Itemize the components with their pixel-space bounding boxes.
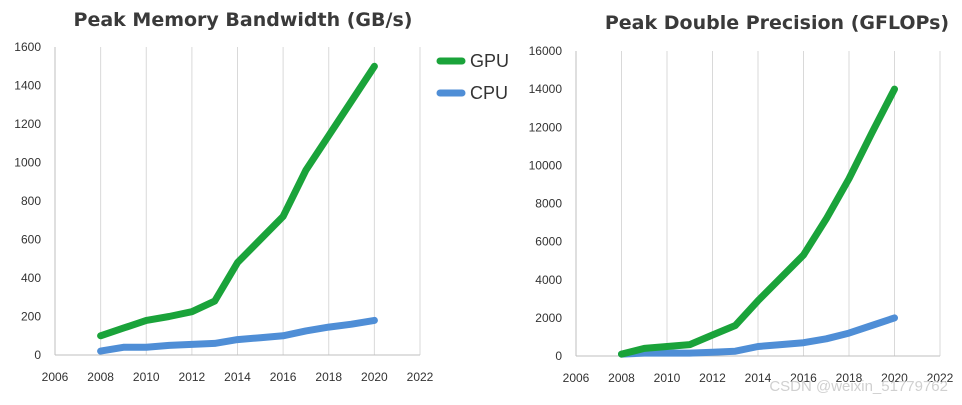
bandwidth-grid [100,47,421,355]
double-precision-y-tick-label: 2000 [535,311,562,325]
bandwidth-gpu-line [97,62,378,340]
bandwidth-y-tick-label: 400 [21,271,41,285]
legend-gpu-label: GPU [470,51,509,71]
double-precision-y-tick-label: 4000 [535,273,562,287]
bandwidth-x-tick-label: 2016 [270,370,297,384]
bandwidth-x-tick-label: 2014 [224,370,251,384]
bandwidth-y-tick-label: 800 [21,194,41,208]
bandwidth-y-tick-label: 1000 [14,156,41,170]
double-precision-y-tick-label: 8000 [535,197,562,211]
double-precision-y-tick-label: 6000 [535,235,562,249]
double-precision-x-tick-label: 2018 [836,371,863,385]
bandwidth-y-tick-label: 0 [34,348,41,362]
double-precision-y-tick-label: 10000 [529,158,563,172]
double-precision-y-tick-label: 16000 [529,44,563,58]
double-precision-x-tick-label: 2008 [608,371,635,385]
bandwidth-x-ticks: 2006 2008 2010 2012 2014 2016 2018 2020 2022 [42,370,434,384]
bandwidth-x-tick-label: 2018 [315,370,342,384]
double-precision-x-tick-label: 2014 [745,371,772,385]
double-precision-x-tick-label: 2010 [654,371,681,385]
double-precision-gpu-line [618,85,898,358]
double-precision-x-tick-label: 2022 [927,371,954,385]
bandwidth-x-tick-label: 2008 [87,370,114,384]
double-precision-chart-title: Peak Double Precision (GFLOPs) [605,12,949,34]
double-precision-y-tick-label: 0 [555,349,562,363]
bandwidth-axes [54,47,420,356]
bandwidth-y-tick-label: 200 [21,310,41,324]
double-precision-x-tick-label: 2012 [699,371,726,385]
legend: GPU CPU [436,51,509,103]
double-precision-cpu-line [618,314,898,358]
bandwidth-y-ticks: 0 200 400 600 800 1000 1200 1400 1600 [14,40,41,362]
double-precision-x-ticks: 2006 2008 2010 2012 2014 2016 2018 2020 2022 [563,371,954,385]
bandwidth-y-tick-label: 1200 [14,117,41,131]
double-precision-grid [621,51,941,356]
double-precision-y-tick-label: 12000 [529,120,563,134]
bandwidth-cpu-line [97,316,378,355]
bandwidth-x-tick-label: 2020 [361,370,388,384]
double-precision-series [618,85,898,358]
bandwidth-chart-title: Peak Memory Bandwidth (GB/s) [74,9,413,31]
bandwidth-series [97,62,378,355]
bandwidth-x-tick-label: 2022 [407,370,434,384]
bandwidth-x-tick-label: 2006 [42,370,69,384]
bandwidth-y-tick-label: 1600 [14,40,41,54]
double-precision-x-tick-label: 2016 [790,371,817,385]
double-precision-y-tick-label: 14000 [529,82,563,96]
bandwidth-chart: Peak Memory Bandwidth (GB/s) 2006 2008 201… [14,9,433,384]
watermark: CSDN @weixin_51779762 [769,378,948,395]
bandwidth-y-tick-label: 1400 [14,79,41,93]
double-precision-x-tick-label: 2006 [563,371,590,385]
double-precision-x-tick-label: 2020 [881,371,908,385]
double-precision-chart: Peak Double Precision (GFLOPs) 2006 2008 2… [529,12,954,385]
double-precision-y-ticks: 0 2000 4000 6000 8000 10000 12000 14000 16000 [529,44,563,363]
bandwidth-x-tick-label: 2010 [133,370,160,384]
bandwidth-x-tick-label: 2012 [179,370,206,384]
bandwidth-y-tick-label: 600 [21,233,41,247]
legend-cpu-label: CPU [470,83,508,103]
